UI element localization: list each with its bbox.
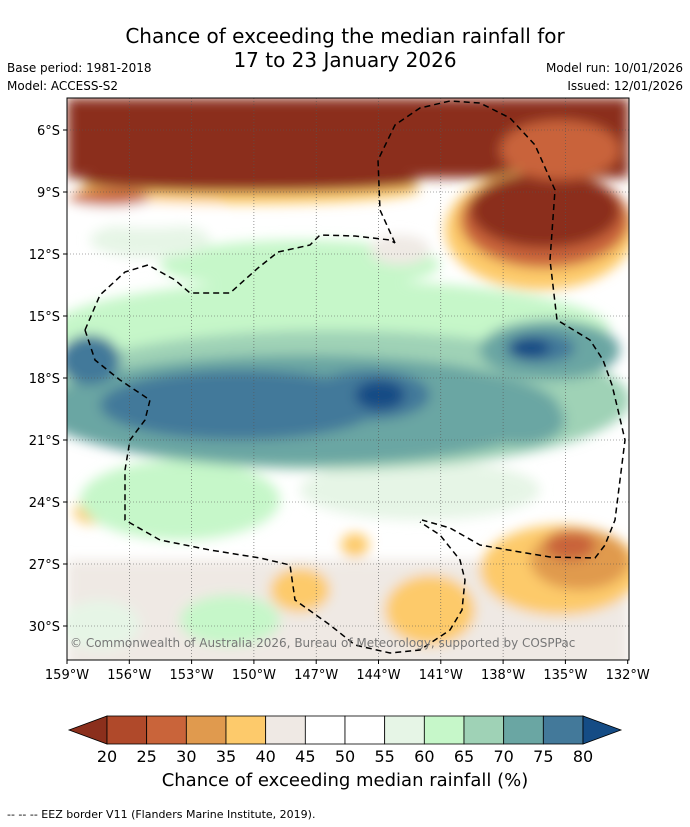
model-name: Model: ACCESS-S2 [7,79,119,93]
meta-left: Base period: 1981-2018 Model: ACCESS-S2 [7,59,152,95]
colorbar-segment [463,715,505,745]
colorbar-tick-label: 35 [216,747,236,766]
colorbar-segment [146,715,187,745]
colorbar-segment [384,715,425,745]
eez-border-western [84,234,466,654]
colorbar-high-extend [582,715,623,745]
map-title: Chance of exceeding the median rainfall … [0,24,690,72]
colorbar-tick-label: 70 [493,747,513,766]
eez-border-eastern [377,100,626,559]
lat-label: 18°S [29,372,60,387]
lat-label: 27°S [29,558,60,573]
lon-label: 135°W [543,668,587,683]
colorbar-segment [542,715,584,745]
copyright-notice: © Commonwealth of Australia 2026, Bureau… [70,636,575,650]
lat-label: 21°S [29,434,60,449]
latitude-labels: 6°S 9°S 12°S 15°S 18°S 21°S 24°S 27°S 30°S [29,124,67,635]
meta-right: Model run: 10/01/2026 Issued: 12/01/2026 [546,59,683,95]
colorbar-tick-label: 40 [255,747,275,766]
colorbar: 20 25 30 35 40 45 50 55 60 65 70 75 80 [67,715,623,766]
base-period: Base period: 1981-2018 [7,61,152,75]
lon-label: 153°W [170,668,214,683]
colorbar-tick-label: 25 [136,747,156,766]
lon-label: 150°W [232,668,276,683]
footnote: -- -- -- EEZ border V11 (Flanders Marine… [7,808,316,821]
map-frame [66,97,630,661]
model-run: Model run: 10/01/2026 [545,61,683,75]
colorbar-segment [304,715,346,745]
lon-label: 159°W [45,668,89,683]
colorbar-low-extend [67,715,108,745]
lat-label: 24°S [29,496,60,511]
title-line-1: Chance of exceeding the median rainfall … [125,24,565,48]
eez-border [84,100,626,654]
colorbar-tick-label: 45 [295,747,315,766]
longitude-labels: 159°W 156°W 153°W 150°W 147°W 144°W 141°W 138°W… [45,660,650,683]
colorbar-segment [265,715,306,745]
colorbar-tick-label: 60 [414,747,434,766]
lon-label: 141°W [419,668,463,683]
colorbar-segment [423,715,465,745]
lat-label: 30°S [29,620,60,635]
map-gridlines [67,98,629,660]
lon-label: 144°W [356,668,400,683]
lon-label: 132°W [606,668,650,683]
colorbar-label: Chance of exceeding median rainfall (%) [161,770,529,791]
issued-date: Issued: 12/01/2026 [567,79,683,93]
rainfall-field [67,98,629,660]
colorbar-segment [106,715,148,745]
colorbar-tick-label: 80 [573,747,593,766]
lat-label: 12°S [29,248,60,263]
colorbar-tick-label: 55 [374,747,394,766]
title-line-2: 17 to 23 January 2026 [233,48,457,72]
colorbar-segment [185,715,227,745]
lat-label: 6°S [37,124,60,139]
colorbar-segment [344,715,386,745]
lon-label: 138°W [481,668,525,683]
lat-label: 9°S [37,186,60,201]
colorbar-tick-label: 20 [97,747,117,766]
colorbar-tick-label: 65 [454,747,474,766]
lat-label: 15°S [29,310,60,325]
colorbar-tick-label: 30 [176,747,196,766]
colorbar-tick-label: 50 [335,747,355,766]
colorbar-segment [503,715,544,745]
colorbar-segment [225,715,267,745]
colorbar-tick-label: 75 [533,747,553,766]
lon-label: 147°W [294,668,338,683]
lon-label: 156°W [107,668,151,683]
